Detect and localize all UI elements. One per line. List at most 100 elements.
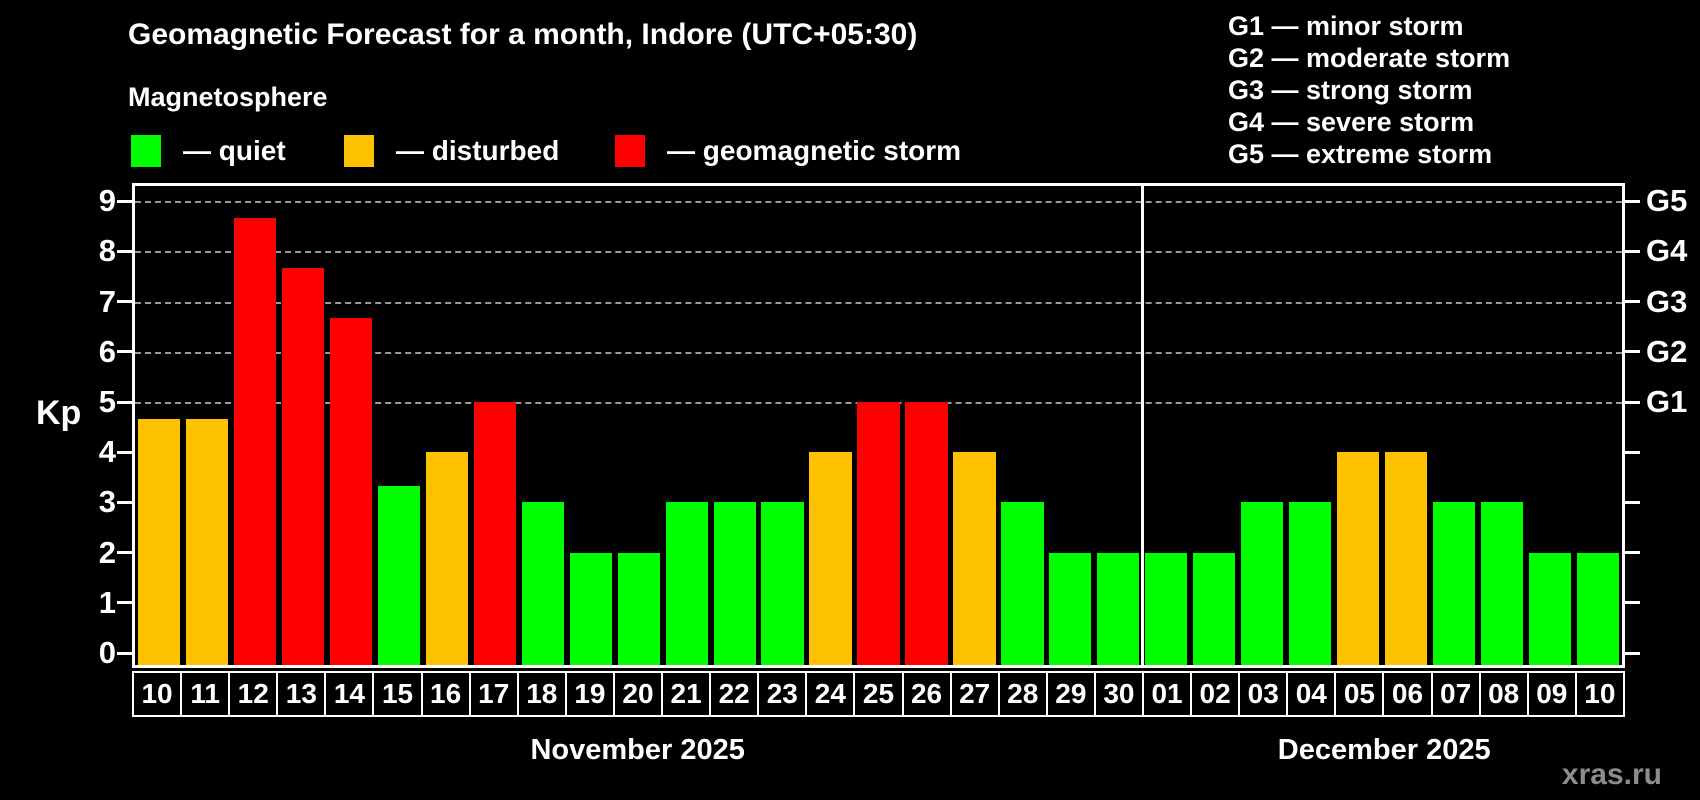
kp-bar-day-15 — [377, 485, 420, 665]
kp-bar-day-13 — [281, 267, 324, 665]
left-tick-mark — [117, 651, 132, 655]
bar-slot — [1238, 186, 1286, 665]
g-legend-line: G5 — extreme storm — [1228, 139, 1493, 169]
day-cell: 02 — [1190, 671, 1241, 717]
y-tick-label-0: 0 — [98, 635, 116, 670]
legend-label: — geomagnetic storm — [667, 135, 962, 166]
right-tick-mark — [1625, 199, 1640, 203]
month-label-november: November 2025 — [530, 734, 745, 766]
day-cell: 21 — [661, 671, 712, 717]
kp-bar-day-26 — [905, 402, 948, 665]
left-tick-mark — [117, 551, 132, 555]
kp-bar-day-19 — [569, 552, 612, 665]
day-cell: 01 — [1141, 671, 1193, 717]
bar-slot — [471, 186, 519, 665]
bar-slot — [759, 186, 807, 665]
right-tick-mark — [1625, 400, 1640, 404]
kp-bar-day-06 — [1385, 452, 1428, 665]
legend-label: — disturbed — [396, 135, 560, 166]
day-cell: 05 — [1334, 671, 1385, 717]
bar-slot — [711, 186, 759, 665]
bar-slot — [615, 186, 663, 665]
left-tick-mark — [117, 300, 132, 304]
kp-bar-day-24 — [809, 452, 852, 665]
bar-slot — [950, 186, 998, 665]
bar-slot — [135, 186, 183, 665]
day-cell: 24 — [805, 671, 856, 717]
y-tick-label-2: 2 — [98, 534, 116, 570]
day-cell: 10 — [132, 671, 183, 717]
y-tick-label-6: 6 — [98, 333, 116, 369]
day-cell: 22 — [709, 671, 760, 717]
day-cell: 25 — [853, 671, 904, 717]
day-cell: 08 — [1478, 671, 1529, 717]
kp-bar-day-05 — [1337, 452, 1380, 665]
y-tick-label-3: 3 — [98, 484, 116, 520]
day-cell: 26 — [901, 671, 952, 717]
bar-slot — [1286, 186, 1334, 665]
bar-slot — [423, 186, 471, 665]
y-tick-label-5: 5 — [98, 384, 116, 419]
bar-slot — [519, 186, 567, 665]
right-tick-mark — [1625, 651, 1640, 655]
month-label-december: December 2025 — [1277, 734, 1491, 766]
quiet-swatch-icon — [131, 135, 161, 167]
right-axis-label-G2: G2 — [1646, 333, 1688, 369]
kp-bar-day-18 — [521, 502, 564, 665]
bar-slot — [1526, 186, 1574, 665]
right-axis-label-G4: G4 — [1646, 233, 1688, 269]
day-cell: 29 — [1045, 671, 1096, 717]
right-axis-label-G5: G5 — [1646, 183, 1688, 219]
g-scale-legend: G1 — minor storm G2 — moderate storm G3 — … — [1228, 10, 1510, 170]
gridline-kp6 — [135, 351, 1622, 354]
day-cell: 03 — [1238, 671, 1289, 717]
gridline-kp7 — [135, 301, 1622, 304]
page-title: Geomagnetic Forecast for a month, Indore… — [128, 18, 918, 51]
kp-bar-day-03 — [1241, 502, 1284, 665]
bar-slot — [1094, 186, 1142, 665]
left-tick-mark — [117, 601, 132, 605]
day-cell: 19 — [564, 671, 615, 717]
legend-item-quiet: — quiet — [131, 135, 286, 167]
kp-bar-day-10 — [1576, 552, 1620, 665]
kp-bar-day-21 — [665, 502, 708, 665]
bar-slot — [567, 186, 615, 665]
bar-slot — [183, 186, 231, 665]
plot-area — [132, 183, 1625, 668]
bar-slot — [1142, 186, 1190, 665]
day-cell: 14 — [324, 671, 375, 717]
bar-slot — [903, 186, 951, 665]
y-tick-label-7: 7 — [98, 283, 116, 319]
bar-slot — [375, 186, 423, 665]
right-tick-mark — [1625, 249, 1640, 253]
right-tick-mark — [1625, 300, 1640, 304]
kp-bar-day-30 — [1097, 552, 1140, 665]
kp-bar-day-16 — [425, 452, 468, 665]
watermark: xras.ru — [1561, 758, 1662, 791]
legend-item-disturbed: — disturbed — [344, 135, 559, 167]
bar-slot — [1046, 186, 1094, 665]
day-cell: 11 — [180, 671, 231, 717]
day-cell: 28 — [997, 671, 1048, 717]
kp-bar-day-11 — [185, 418, 229, 665]
kp-bar-day-22 — [713, 502, 756, 665]
bar-slot — [1574, 186, 1622, 665]
bar-slot — [1334, 186, 1382, 665]
right-tick-mark — [1625, 601, 1640, 605]
kp-bar-day-09 — [1528, 552, 1572, 665]
bar-slot — [1190, 186, 1238, 665]
right-tick-mark — [1625, 350, 1640, 354]
bar-slot — [663, 186, 711, 665]
day-cell: 23 — [757, 671, 808, 717]
bar-slot — [998, 186, 1046, 665]
kp-bar-day-29 — [1049, 552, 1092, 665]
y-tick-label-9: 9 — [98, 183, 116, 219]
bar-slot — [279, 186, 327, 665]
day-cell: 15 — [372, 671, 423, 717]
left-tick-mark — [117, 350, 132, 354]
day-axis-row: 10 11 12 13 14 15 16 17 18 19 20 21 22 23 24 25 26 27 28 29… — [132, 671, 1625, 717]
day-cell: 16 — [420, 671, 471, 717]
kp-bar-day-27 — [953, 452, 996, 665]
bar-slot — [1382, 186, 1430, 665]
kp-bar-day-01 — [1145, 552, 1188, 665]
